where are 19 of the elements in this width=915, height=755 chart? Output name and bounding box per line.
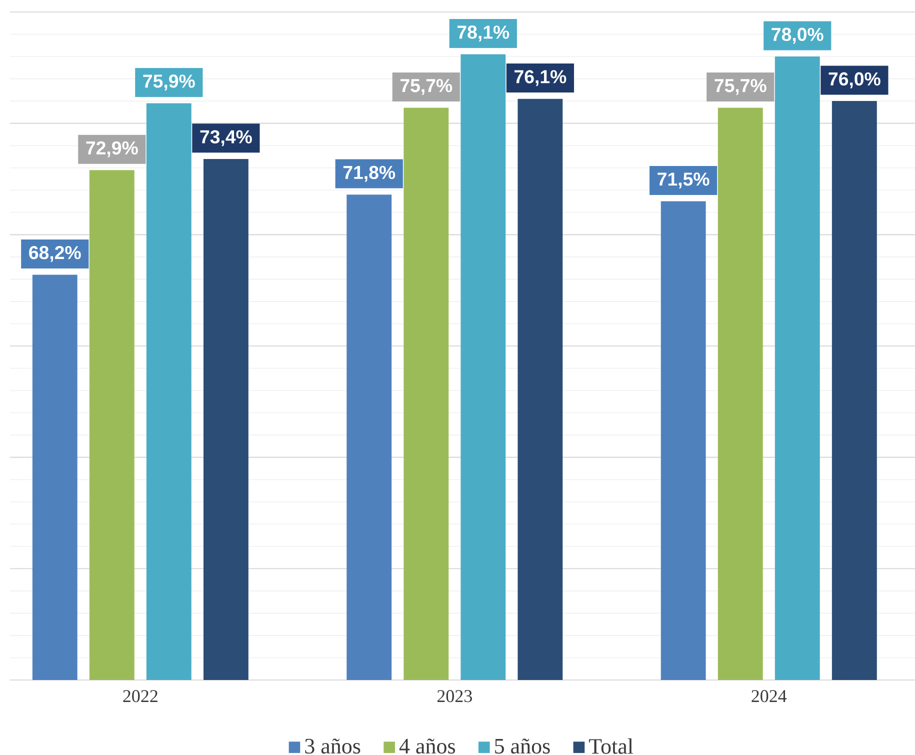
data-label: 75,7%: [400, 79, 452, 95]
legend-label: 4 años: [399, 738, 455, 754]
x-tick-label: 2023: [437, 690, 472, 702]
data-label: 76,0%: [828, 72, 880, 88]
x-tick-label: 2024: [752, 690, 787, 702]
x-tick-label: 2022: [123, 690, 158, 702]
data-label: 73,4%: [200, 130, 252, 146]
legend-label: 5 años: [495, 738, 550, 754]
data-label: 68,2%: [29, 246, 81, 262]
data-label: 71,5%: [658, 172, 710, 188]
legend-label: Total: [589, 738, 634, 754]
data-label: 71,8%: [343, 166, 396, 182]
legend-label: 3 años: [305, 738, 360, 754]
data-label: 78,1%: [457, 26, 510, 42]
data-label: 72,9%: [86, 141, 138, 158]
data-label: 76,1%: [514, 70, 566, 86]
data-label: 78,0%: [772, 28, 824, 44]
data-label: 75,7%: [714, 79, 766, 95]
data-label: 75,9%: [143, 74, 195, 90]
